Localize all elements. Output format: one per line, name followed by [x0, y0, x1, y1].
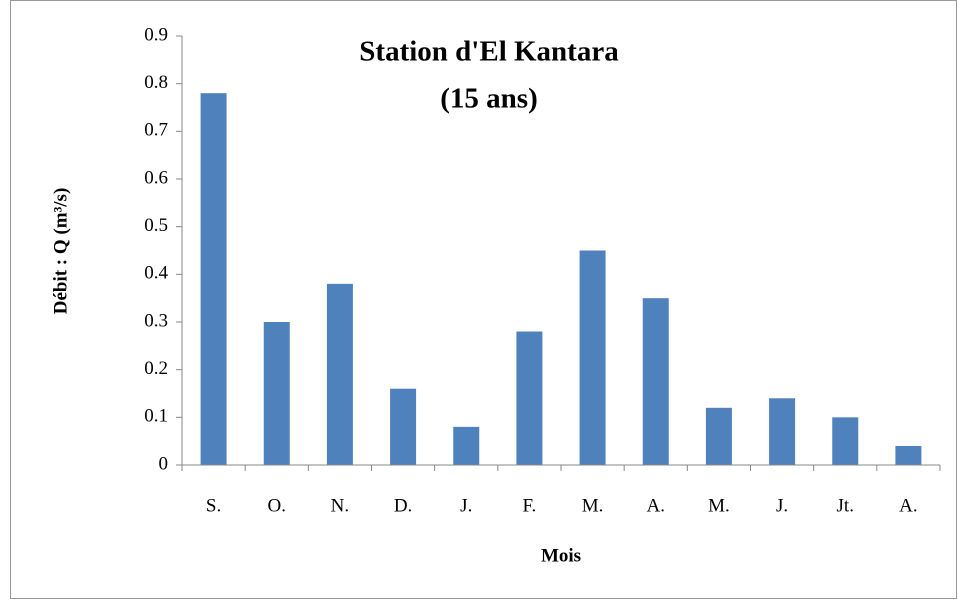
chart-title: (15 ans) — [440, 83, 537, 115]
y-tick-label: 0.3 — [144, 310, 168, 331]
x-tick-label: J. — [776, 495, 788, 516]
bar — [263, 322, 290, 465]
y-tick-label: 0.2 — [144, 358, 168, 379]
x-tick-label: A. — [647, 495, 665, 516]
x-tick-label: N. — [331, 495, 349, 516]
y-tick-label: 0.5 — [144, 215, 168, 236]
y-tick-label: 0.1 — [144, 406, 168, 427]
bar — [642, 298, 669, 465]
bar — [579, 250, 606, 465]
bar — [516, 331, 543, 465]
y-axis-label: Débit : Q (m³/s) — [50, 188, 71, 315]
bar — [705, 407, 732, 465]
bar — [895, 445, 922, 465]
x-tick-label: O. — [268, 495, 286, 516]
x-tick-label: S. — [206, 495, 221, 516]
bar — [769, 398, 796, 465]
x-tick-label: J. — [460, 495, 472, 516]
y-tick-label: 0 — [159, 453, 169, 474]
bar — [326, 283, 353, 465]
x-tick-label: M. — [582, 495, 604, 516]
x-tick-label: D. — [394, 495, 412, 516]
chart-title: Station d'El Kantara — [359, 36, 619, 68]
bar — [453, 426, 480, 465]
y-tick-label: 0.7 — [144, 120, 168, 141]
bar — [832, 417, 859, 465]
x-tick-label: Jt. — [837, 495, 854, 516]
x-tick-label: M. — [708, 495, 730, 516]
y-tick-label: 0.4 — [144, 263, 168, 284]
y-tick-label: 0.8 — [144, 72, 168, 93]
chart-border — [10, 0, 957, 599]
bar — [390, 388, 417, 465]
y-tick-label: 0.9 — [144, 24, 168, 45]
bar — [200, 93, 227, 465]
y-tick-label: 0.6 — [144, 167, 168, 188]
x-axis-label: Mois — [541, 545, 581, 566]
x-tick-label: A. — [899, 495, 917, 516]
x-tick-label: F. — [523, 495, 537, 516]
